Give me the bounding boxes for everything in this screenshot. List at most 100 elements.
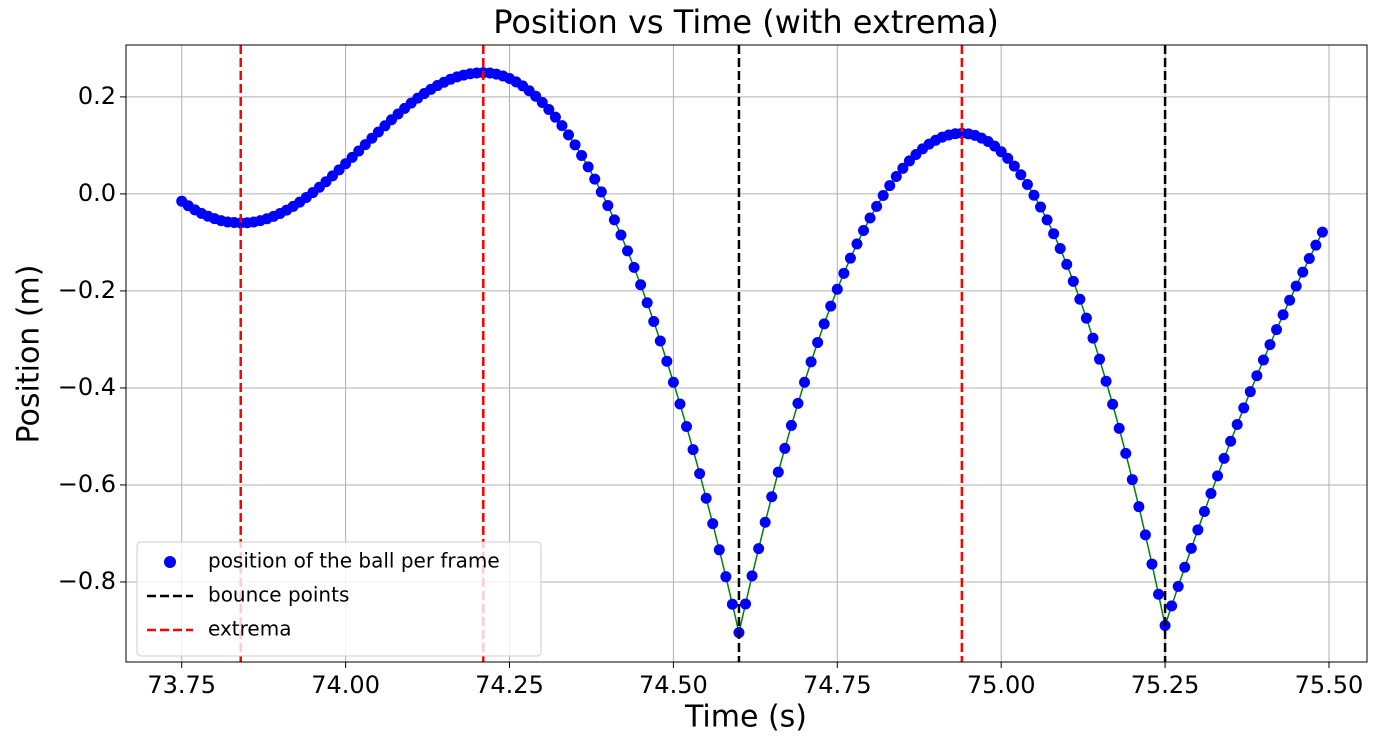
x-axis-label: Time (s) (684, 700, 807, 735)
data-point (1048, 228, 1060, 240)
data-point (1264, 339, 1276, 351)
x-tick-label: 74.50 (639, 671, 708, 699)
data-point (1166, 600, 1178, 612)
data-point (608, 214, 620, 226)
data-point (1198, 506, 1210, 518)
y-tick-label: −0.4 (58, 373, 116, 401)
data-point (890, 171, 902, 183)
data-point (1179, 561, 1191, 573)
legend-label: extrema (208, 617, 291, 641)
y-axis-label: Position (m) (12, 265, 47, 444)
data-point (661, 355, 673, 367)
plot-frame (125, 44, 1368, 663)
data-point (694, 468, 706, 480)
data-point (589, 173, 601, 185)
x-tick-label: 75.25 (1131, 671, 1200, 699)
data-point (635, 279, 647, 291)
data-point (543, 103, 555, 115)
x-tick-label: 74.25 (475, 671, 544, 699)
data-point (753, 543, 765, 555)
data-point (844, 252, 856, 264)
data-point (1225, 435, 1237, 447)
data-point (1080, 312, 1092, 324)
data-point (1218, 452, 1230, 464)
data-point (1107, 398, 1119, 410)
data-point (700, 492, 712, 504)
data-point (1277, 309, 1289, 321)
data-point (595, 186, 607, 198)
data-point (759, 516, 771, 528)
data-point (1008, 160, 1020, 172)
y-tick-label: −0.2 (58, 276, 116, 304)
data-point (1100, 375, 1112, 387)
data-point (1153, 588, 1165, 600)
data-point (792, 397, 804, 409)
data-point (1244, 386, 1256, 398)
data-point (825, 300, 837, 312)
data-point (1172, 580, 1184, 592)
legend: position of the ball per frame bounce poi… (136, 541, 542, 657)
data-point (1205, 488, 1217, 500)
data-point (556, 120, 568, 132)
data-point (884, 180, 896, 192)
data-point (1231, 418, 1243, 430)
data-point (720, 571, 732, 583)
data-point (681, 420, 693, 432)
data-point (1316, 226, 1328, 238)
data-point (687, 444, 699, 456)
data-point (831, 283, 843, 295)
data-point (1284, 294, 1296, 306)
data-point (1041, 214, 1053, 226)
data-point (851, 238, 863, 250)
data-point (1297, 266, 1309, 278)
x-tick-label: 74.00 (311, 671, 380, 699)
data-point (1028, 189, 1040, 201)
data-point (1310, 239, 1322, 251)
data-point (838, 267, 850, 279)
data-point (628, 261, 640, 273)
x-tick-label: 75.00 (967, 671, 1036, 699)
data-point (785, 419, 797, 431)
data-point (1021, 179, 1033, 191)
data-point (805, 356, 817, 368)
data-point (1133, 501, 1145, 513)
data-point (818, 318, 830, 330)
x-tick-label: 74.75 (803, 671, 872, 699)
data-point (1192, 524, 1204, 536)
data-point (1067, 275, 1079, 287)
data-point (576, 149, 588, 161)
data-point (1054, 243, 1066, 255)
legend-label: bounce points (208, 583, 349, 607)
data-point (1074, 293, 1086, 305)
data-point (1212, 470, 1224, 482)
y-tick-label: 0.0 (78, 179, 116, 207)
data-point (569, 139, 581, 151)
data-point (1146, 558, 1158, 570)
data-point (1238, 402, 1250, 414)
data-point (812, 336, 824, 348)
data-point (1002, 152, 1014, 164)
legend-label: position of the ball per frame (208, 549, 500, 573)
data-point (1035, 201, 1047, 213)
data-point (1120, 447, 1132, 459)
y-tick-label: 0.2 (78, 82, 116, 110)
data-point (549, 111, 561, 123)
data-point (641, 297, 653, 309)
data-point (602, 200, 614, 212)
data-point (772, 466, 784, 478)
data-point (1185, 542, 1197, 554)
data-point (654, 335, 666, 347)
data-point (1094, 353, 1106, 365)
data-point (1257, 354, 1269, 366)
data-point (1061, 258, 1073, 270)
data-point (897, 162, 909, 174)
data-point (667, 376, 679, 388)
data-point (877, 190, 889, 202)
x-tick-label: 75.50 (1295, 671, 1364, 699)
data-point (1015, 169, 1027, 181)
data-point (726, 598, 738, 610)
data-point (1087, 332, 1099, 344)
data-point (536, 96, 548, 108)
data-point (799, 376, 811, 388)
